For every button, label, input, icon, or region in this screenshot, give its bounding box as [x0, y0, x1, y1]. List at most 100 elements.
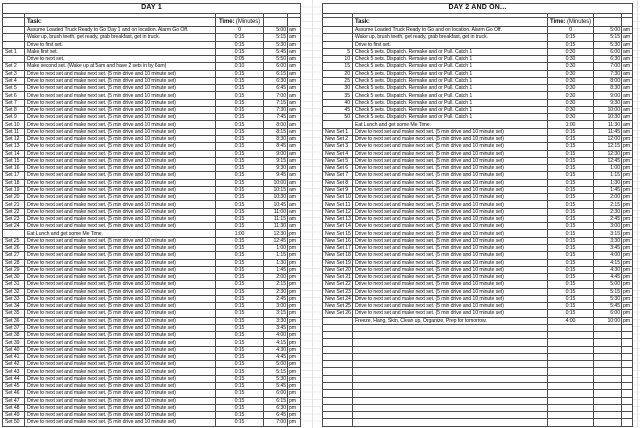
ampm-cell: am: [287, 113, 301, 122]
task-cell: Drive to next set and make next set. (5 …: [352, 243, 548, 253]
blank-cell: [322, 403, 353, 413]
clock-time-cell: 1:00: [263, 243, 288, 253]
set-label-cell: Set 12: [2, 134, 25, 144]
task-cell: Drive to next set and make next set. (5 …: [24, 200, 216, 209]
set-label-cell: Set 23: [2, 214, 25, 224]
clock-time-cell: 12:45: [593, 156, 622, 166]
ampm-cell: pm: [287, 316, 301, 325]
clock-time-cell: 5:45: [593, 302, 622, 311]
ampm-cell: am: [287, 55, 301, 64]
blank-cell: [322, 411, 353, 420]
clock-time-cell: 5:15: [263, 33, 288, 42]
task-cell: Drive to next set and make next set. (5 …: [352, 214, 548, 224]
schedule-row: New Set 19 Drive to next set and make nex…: [322, 258, 634, 267]
task-header-cell: Task:: [352, 17, 548, 27]
duration-cell: 0:15: [547, 149, 594, 158]
clock-time-cell: 7:00: [263, 418, 288, 427]
clock-time-cell: 7:30: [593, 69, 622, 78]
schedule-row: Set 26 Drive to next set and make next se…: [2, 243, 301, 253]
set-label-cell: New Set 13: [322, 214, 353, 224]
schedule-row: 10 Check 5 sets. Dispatch. Remake and or …: [322, 55, 634, 64]
duration-cell: 0: [215, 25, 264, 35]
blank-cell: [322, 323, 353, 333]
task-cell: Check 5 sets. Dispatch. Remake and or Pu…: [352, 91, 548, 100]
schedule-row: Set 15 Drive to next set and make next se…: [2, 156, 301, 166]
duration-cell: 0:15: [215, 40, 264, 49]
blank-cell: [322, 331, 353, 340]
clock-time-cell: 5:15: [263, 367, 288, 376]
blank-cell: [593, 374, 622, 384]
clock-time-cell: 9:30: [263, 164, 288, 173]
set-label-cell: New Set 11: [322, 200, 353, 209]
empty-row: [322, 367, 634, 376]
task-cell: Drive to next set and make next set. (5 …: [24, 360, 216, 369]
ampm-cell: pm: [287, 389, 301, 398]
set-label-cell: 20: [322, 69, 353, 78]
ampm-cell: am: [620, 113, 634, 122]
clock-time-cell: 2:30: [263, 287, 288, 296]
clock-time-cell: 2:15: [593, 200, 622, 209]
ampm-cell: am: [620, 84, 634, 93]
ampm-cell: am: [620, 55, 634, 64]
clock-time-cell: 5:00: [263, 360, 288, 369]
blank-cell: [547, 381, 594, 391]
empty-row: [322, 381, 634, 391]
blank-cell: [547, 403, 594, 413]
set-label-cell: 45: [322, 105, 353, 115]
schedule-row: New Set 10 Drive to next set and make nex…: [322, 193, 634, 202]
schedule-row: Set 10 Drive to next set and make next se…: [2, 120, 301, 129]
duration-cell: 0:15: [547, 280, 594, 289]
column-header-row: Task: Time: (Minutes): [322, 17, 634, 27]
task-cell: Wake up, brush teeth, get ready, grab br…: [352, 33, 548, 42]
clock-time-cell: 4:30: [593, 265, 622, 275]
duration-cell: 0:15: [215, 200, 264, 209]
clock-time-cell: 2:45: [593, 214, 622, 224]
task-cell: Drive to next set and make next set. (5 …: [352, 200, 548, 209]
set-label-cell: [2, 33, 25, 42]
set-label-cell: New Set 1: [322, 127, 353, 137]
clock-time-cell: 4:45: [263, 352, 288, 362]
set-label-cell: 30: [322, 84, 353, 93]
duration-cell: 0:15: [547, 164, 594, 173]
task-cell: Drive to next set and make next set. (5 …: [352, 149, 548, 158]
blank-cell: [593, 345, 622, 354]
task-cell: Drive to next set and make next set. (5 …: [24, 222, 216, 231]
set-label-cell: [2, 229, 25, 238]
schedule-row: Set 1 Make first set. 0:15 5:45 am: [2, 47, 301, 57]
schedule-row: Set 16 Drive to next set and make next se…: [2, 164, 301, 173]
schedule-row: 20 Check 5 sets. Dispatch. Remake and or …: [322, 69, 634, 78]
task-cell: Assume Loaded Truck Ready to Go Day 1 an…: [24, 25, 216, 35]
clock-time-cell: 6:00: [593, 47, 622, 57]
schedule-row: New Set 18 Drive to next set and make nex…: [322, 251, 634, 260]
blank-cell: [593, 367, 622, 376]
schedule-row: Set 46 Drive to next set and make next se…: [2, 389, 301, 398]
schedule-row: Set 41 Drive to next set and make next se…: [2, 352, 301, 362]
clock-time-cell: 6:30: [593, 55, 622, 64]
schedule-row: Assume Loaded Truck Ready to Go and on l…: [322, 25, 634, 35]
set-label-cell: New Set 21: [322, 273, 353, 282]
duration-cell: 0:15: [215, 91, 264, 100]
duration-cell: 0:30: [547, 76, 594, 86]
schedule-row: Set 2 Make second set. (Wake up at 5am an…: [2, 62, 301, 71]
schedule-row: New Set 26 Drive to next set and make nex…: [322, 309, 634, 318]
schedule-row: Drive to first set. 0:15 5:30 am: [322, 40, 634, 49]
empty-row: [322, 374, 634, 384]
duration-cell: 0:15: [215, 265, 264, 275]
duration-cell: 0:15: [215, 323, 264, 333]
schedule-row: New Set 11 Drive to next set and make nex…: [322, 200, 634, 209]
clock-time-cell: 3:45: [593, 243, 622, 253]
clock-time-cell: 7:00: [593, 62, 622, 71]
task-cell: Drive to next set and make next set. (5 …: [24, 389, 216, 398]
task-cell: Drive to next set and make next set. (5 …: [24, 316, 216, 325]
empty-row: [322, 360, 634, 369]
duration-cell: 0:15: [547, 236, 594, 245]
ampm-cell: pm: [287, 309, 301, 318]
task-cell: Drive to next set.: [24, 55, 216, 64]
ampm-cell: am: [287, 222, 301, 231]
set-label-cell: 15: [322, 62, 353, 71]
schedule-row: New Set 8 Drive to next set and make next…: [322, 178, 634, 187]
clock-time-cell: 1:30: [263, 258, 288, 267]
clock-time-cell: 4:15: [263, 338, 288, 347]
time-header-cell: Time: (Minutes): [215, 17, 264, 27]
ampm-cell: pm: [287, 280, 301, 289]
